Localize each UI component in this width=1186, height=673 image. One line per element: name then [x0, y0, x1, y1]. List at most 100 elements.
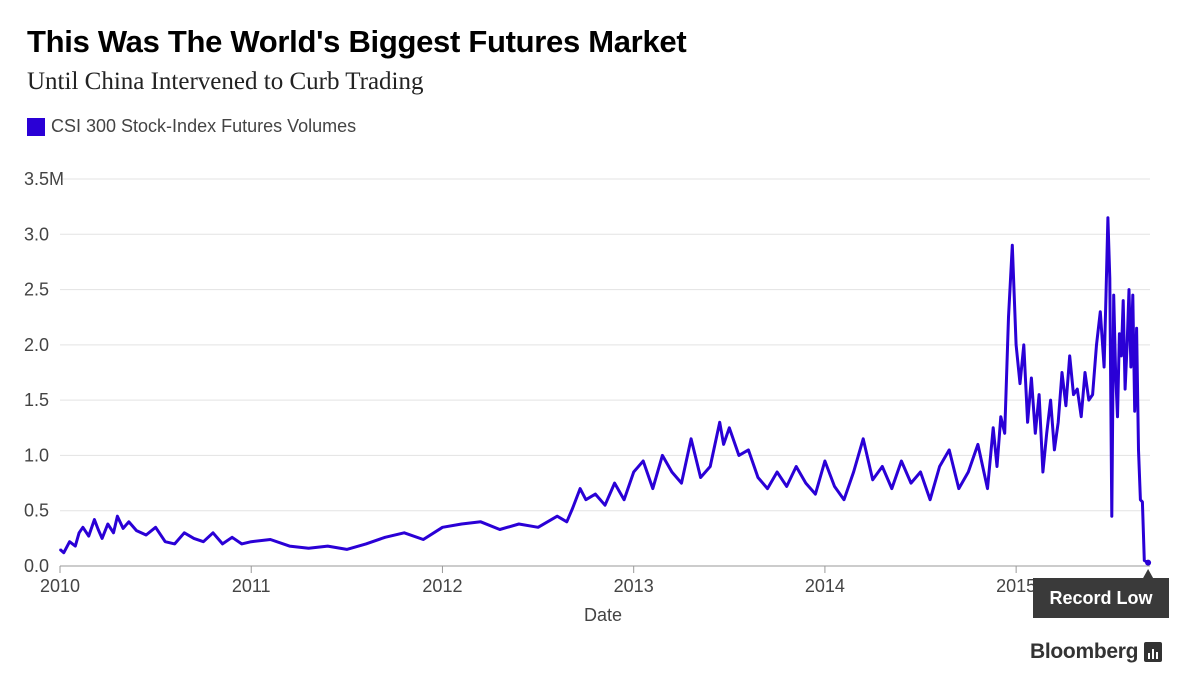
data-point	[1023, 344, 1025, 346]
data-point	[843, 498, 845, 501]
data-point	[1112, 294, 1115, 296]
data-point	[1132, 294, 1134, 296]
data-point	[585, 498, 587, 501]
data-point	[891, 487, 893, 490]
series-line	[59, 216, 1149, 564]
data-point	[929, 498, 931, 501]
data-point	[1003, 432, 1006, 435]
data-point	[661, 454, 664, 457]
data-point	[441, 526, 444, 529]
data-point	[1057, 421, 1059, 424]
data-point	[1038, 393, 1040, 396]
data-point	[910, 482, 912, 484]
data-point	[722, 443, 725, 446]
data-point	[1007, 316, 1010, 319]
data-point	[690, 438, 692, 440]
data-point	[805, 482, 807, 484]
data-point	[1019, 382, 1021, 385]
data-point	[212, 532, 214, 534]
x-tick-label: 2014	[805, 576, 845, 596]
data-point	[135, 529, 138, 532]
data-point	[996, 465, 998, 468]
data-point	[460, 523, 463, 525]
data-point	[518, 523, 520, 525]
x-tick-label: 2011	[232, 576, 271, 596]
data-point	[977, 443, 979, 446]
data-point	[613, 482, 616, 484]
data-point	[632, 471, 635, 473]
data-point	[1061, 371, 1063, 374]
data-point	[671, 471, 673, 473]
data-point	[852, 471, 855, 473]
data-point	[1045, 432, 1048, 435]
data-point	[579, 487, 581, 490]
data-point	[1105, 294, 1107, 296]
data-point	[1088, 399, 1090, 401]
data-point	[604, 504, 606, 507]
data-point	[269, 538, 272, 541]
data-point	[958, 487, 960, 490]
data-point	[231, 536, 233, 539]
data-point	[594, 493, 597, 495]
data-point	[1030, 377, 1033, 379]
data-point	[1135, 327, 1138, 330]
data-point	[699, 476, 702, 479]
data-point	[101, 537, 103, 540]
data-point	[709, 465, 711, 468]
data-point	[128, 521, 130, 523]
data-point	[82, 526, 84, 529]
data-point	[173, 543, 176, 545]
data-point	[1109, 277, 1111, 280]
data-point	[728, 427, 731, 429]
data-point	[1095, 344, 1098, 346]
record-low-callout: Record Low	[1033, 578, 1169, 618]
data-point	[1091, 393, 1094, 396]
data-point	[221, 543, 224, 545]
data-point	[1111, 515, 1113, 517]
data-point	[1143, 559, 1146, 562]
data-point	[1116, 415, 1119, 418]
chart-subtitle: Until China Intervened to Curb Trading	[27, 68, 424, 95]
data-point	[202, 540, 205, 543]
data-point	[766, 487, 769, 490]
y-tick-label: 1.5	[24, 390, 49, 410]
data-point	[193, 537, 195, 540]
data-point	[1065, 404, 1067, 407]
data-point	[112, 532, 115, 534]
data-point	[1053, 449, 1056, 451]
data-point	[307, 547, 310, 550]
data-point	[183, 532, 186, 534]
y-tick-label: 3.0	[24, 224, 49, 244]
data-point	[1084, 371, 1086, 374]
data-point	[154, 526, 157, 529]
data-point	[1107, 216, 1109, 219]
data-point	[1120, 355, 1123, 357]
data-point	[738, 454, 740, 457]
data-point	[1011, 244, 1014, 247]
data-point	[1076, 388, 1079, 390]
data-point	[1034, 432, 1037, 435]
data-point	[422, 538, 425, 541]
callout-pointer	[1143, 569, 1154, 578]
data-point	[1026, 421, 1029, 424]
data-point	[919, 471, 922, 473]
data-point	[87, 535, 90, 537]
data-point	[250, 540, 252, 543]
data-point	[63, 551, 65, 554]
data-point	[78, 532, 80, 534]
data-point	[384, 536, 386, 539]
legend: CSI 300 Stock-Index Futures Volumes	[27, 116, 356, 137]
y-tick-label: 0.5	[24, 501, 49, 521]
data-point	[986, 487, 989, 490]
data-point	[1042, 471, 1044, 473]
data-point	[747, 449, 750, 451]
data-point	[967, 471, 970, 473]
data-point	[346, 548, 348, 551]
y-tick-label: 2.5	[24, 280, 49, 300]
data-point	[288, 545, 291, 547]
data-point	[1072, 393, 1075, 396]
data-point	[68, 540, 71, 543]
data-point	[59, 548, 61, 551]
x-axis-label: Date	[584, 605, 622, 625]
bloomberg-terminal-icon	[1144, 642, 1163, 662]
